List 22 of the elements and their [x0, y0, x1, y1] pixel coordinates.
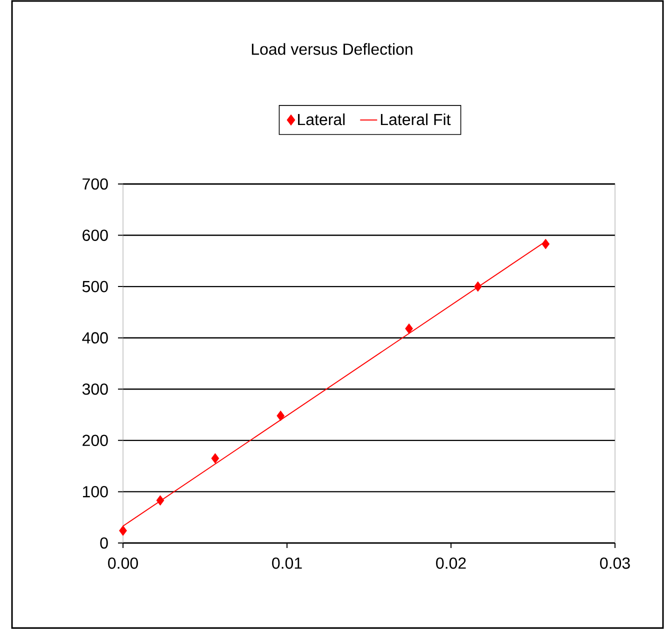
- x-tick-label: 0.03: [600, 558, 630, 569]
- point: [405, 323, 413, 334]
- point: [211, 453, 220, 464]
- y-tick-label: 400: [82, 332, 108, 344]
- x-tick-label: 0.02: [436, 558, 466, 569]
- legend-label: Lateral Fit: [380, 113, 451, 126]
- x-tick-label: 0.01: [272, 558, 302, 569]
- y-tick-label: 0: [100, 537, 108, 549]
- y-tick-label: 600: [82, 230, 108, 241]
- point: [276, 410, 285, 421]
- y-tick-label: 500: [82, 280, 108, 292]
- chart-title: Load versus Deflection: [252, 43, 412, 55]
- point: [119, 525, 127, 536]
- legend-label: Lateral: [298, 113, 345, 126]
- y-tick-label: 700: [82, 178, 108, 190]
- y-tick-label: 300: [82, 383, 108, 395]
- y-tick-label: 100: [83, 486, 108, 498]
- point: [542, 238, 550, 250]
- point: [474, 281, 482, 292]
- x-tick-label: 0.00: [108, 558, 138, 569]
- y-tick-label: 200: [82, 434, 108, 446]
- point: [156, 495, 164, 506]
